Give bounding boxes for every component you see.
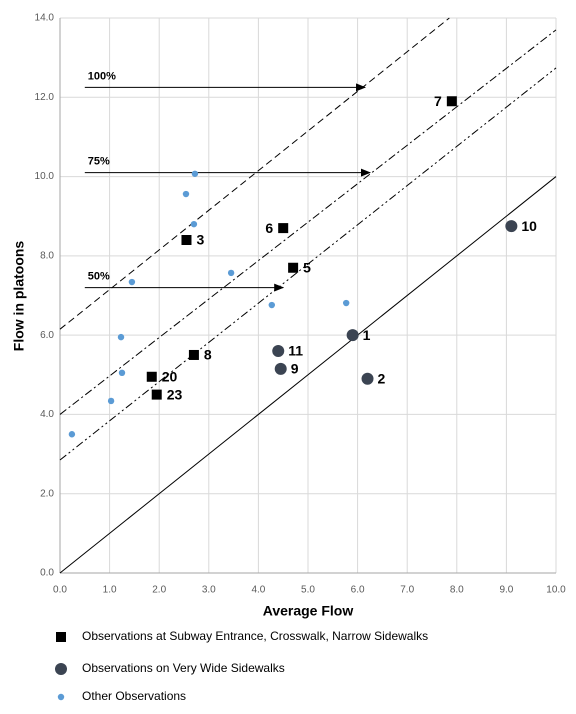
dot-point <box>118 369 126 377</box>
annotation-label: 100% <box>88 70 116 82</box>
circle-point <box>361 372 374 385</box>
square-point <box>146 371 157 382</box>
point-label: 11 <box>288 343 303 359</box>
point-label: 8 <box>204 347 212 363</box>
y-tick-label: 2.0 <box>40 488 54 499</box>
reference-line <box>59 29 557 415</box>
dot-point <box>68 431 76 438</box>
point-label: 10 <box>521 218 537 234</box>
x-tick-label: 1.0 <box>103 585 117 596</box>
legend-marker <box>56 632 66 642</box>
dot-point <box>227 269 235 277</box>
square-point <box>288 262 299 273</box>
x-tick-label: 0.0 <box>53 585 67 596</box>
dot-point <box>191 170 199 177</box>
point-label: 3 <box>196 232 204 248</box>
dot-point <box>182 190 190 198</box>
legend-label: Observations on Very Wide Sidewalks <box>82 661 285 675</box>
square-point <box>278 223 289 234</box>
dot-point <box>107 397 115 405</box>
y-tick-label: 8.0 <box>40 250 54 261</box>
circle-point <box>274 362 287 375</box>
square-point <box>151 389 162 400</box>
x-tick-label: 4.0 <box>251 585 265 596</box>
legend-marker <box>55 663 67 675</box>
legend-label: Other Observations <box>82 689 186 703</box>
x-tick-label: 2.0 <box>152 585 166 596</box>
dot-point <box>117 333 125 341</box>
x-tick-label: 7.0 <box>400 585 414 596</box>
circle-point <box>346 329 359 342</box>
legend-marker <box>57 693 65 701</box>
y-tick-label: 0.0 <box>40 568 54 579</box>
y-tick-label: 14.0 <box>35 13 55 24</box>
x-tick-label: 9.0 <box>499 585 513 596</box>
square-point <box>188 349 199 360</box>
x-tick-label: 8.0 <box>450 585 464 596</box>
annotation-label: 75% <box>88 156 110 168</box>
point-label: 2 <box>378 370 386 386</box>
point-label: 1 <box>363 327 371 343</box>
circle-point <box>272 345 285 357</box>
reference-line <box>59 67 557 461</box>
reference-line <box>59 17 450 330</box>
point-label: 6 <box>265 220 273 236</box>
x-tick-label: 6.0 <box>351 585 365 596</box>
y-axis-title: Flow in platoons <box>11 241 27 352</box>
square-point <box>181 235 192 245</box>
circle-point <box>505 220 518 233</box>
x-axis-title: Average Flow <box>263 603 354 619</box>
annotation-label: 50% <box>88 270 110 282</box>
point-label: 20 <box>162 368 178 384</box>
y-tick-label: 6.0 <box>40 330 54 341</box>
square-point <box>446 96 457 107</box>
x-tick-label: 10.0 <box>546 585 566 596</box>
point-label: 5 <box>303 259 311 275</box>
dot-point <box>268 301 275 309</box>
y-tick-label: 12.0 <box>35 92 55 103</box>
y-tick-label: 10.0 <box>35 171 55 182</box>
dot-point <box>342 299 350 307</box>
y-tick-label: 4.0 <box>40 409 54 420</box>
point-label: 9 <box>291 361 299 377</box>
point-label: 7 <box>434 93 442 109</box>
x-tick-label: 5.0 <box>301 585 315 596</box>
reference-line <box>59 176 557 574</box>
x-tick-label: 3.0 <box>202 585 216 596</box>
legend-label: Observations at Subway Entrance, Crosswa… <box>82 629 428 643</box>
point-label: 23 <box>167 386 183 402</box>
dot-point <box>190 220 198 228</box>
dot-point <box>128 278 136 286</box>
